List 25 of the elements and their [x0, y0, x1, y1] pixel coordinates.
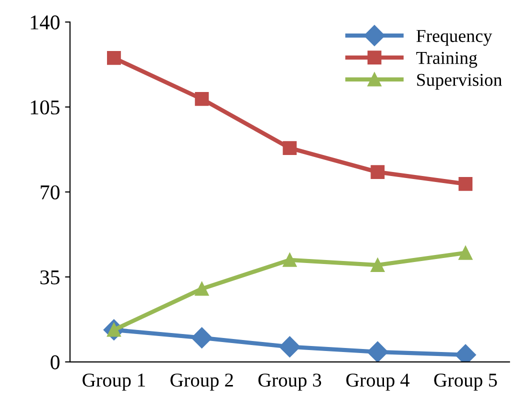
x-tick-label: Group 1: [82, 374, 145, 391]
legend-label: Training: [416, 52, 478, 68]
point: [282, 252, 297, 267]
point: [370, 165, 385, 180]
y-tick-label: 0: [50, 355, 60, 370]
legend-label: Supervision: [417, 74, 502, 90]
point: [279, 336, 300, 358]
x-tick-label: Group 5: [434, 374, 497, 391]
point: [367, 341, 388, 362]
point: [107, 51, 121, 65]
point: [194, 92, 209, 106]
point: [458, 177, 472, 191]
y-tick-label: 105: [30, 100, 60, 114]
point: [370, 258, 385, 272]
x-tick-label: Group 4: [346, 374, 410, 391]
y-tick-label: 35: [40, 270, 60, 284]
point: [282, 141, 297, 155]
x-tick-label: Group 2: [170, 374, 233, 391]
point: [194, 282, 209, 296]
point: [191, 327, 212, 348]
y-tick-label: 140: [30, 15, 60, 30]
y-tick-label: 70: [40, 185, 60, 200]
legend-label: Frequency: [416, 30, 492, 46]
point: [458, 246, 472, 260]
x-tick-label: Group 3: [258, 374, 322, 391]
